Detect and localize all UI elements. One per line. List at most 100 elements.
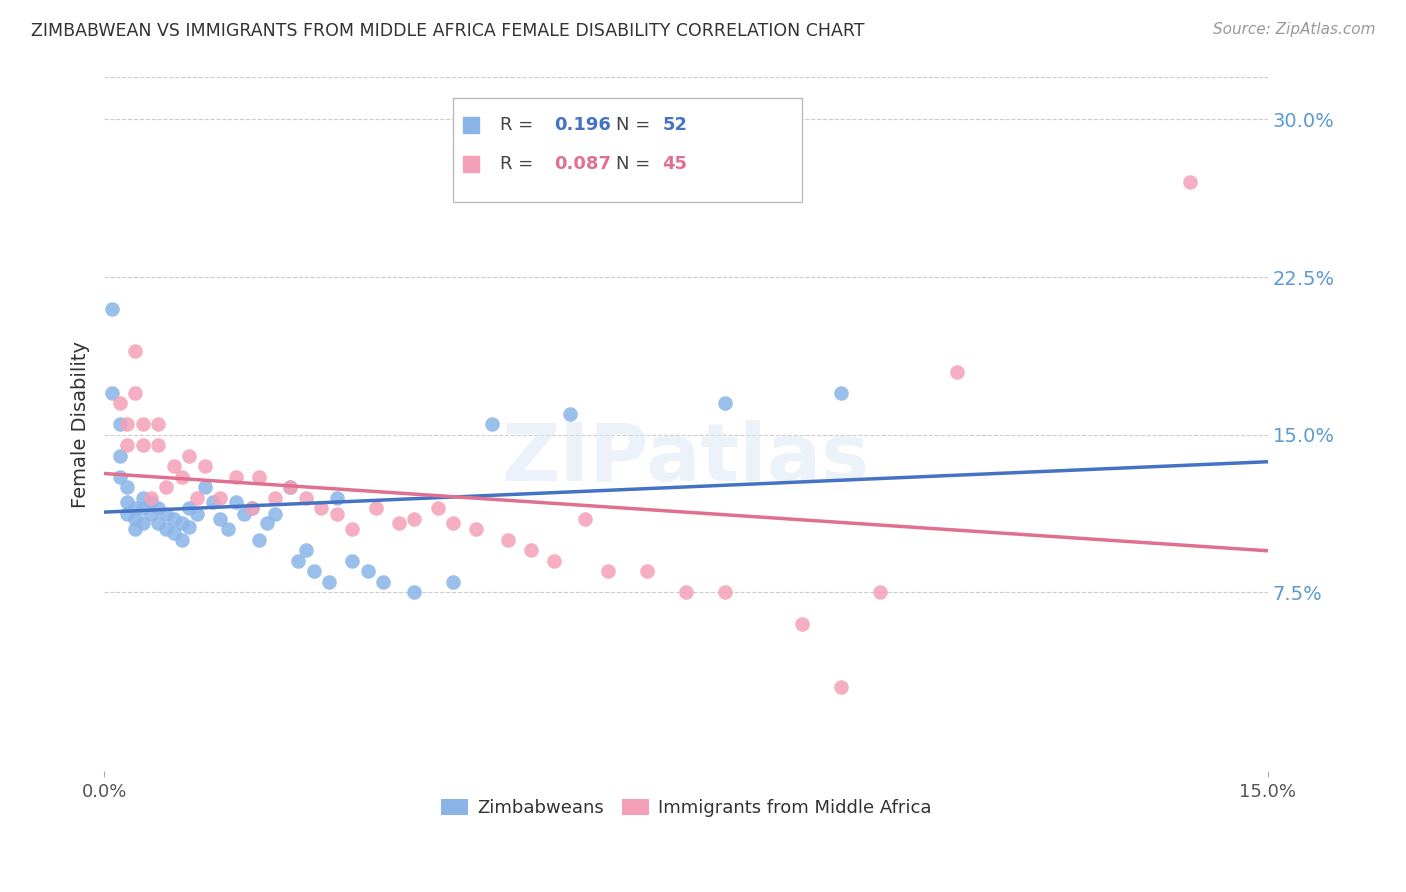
Text: 45: 45 <box>662 155 688 173</box>
Point <box>163 526 186 541</box>
Point <box>179 520 201 534</box>
Point <box>124 511 146 525</box>
Point <box>124 385 146 400</box>
Point <box>713 585 735 599</box>
Point <box>170 516 193 530</box>
Point <box>117 508 139 522</box>
Point <box>209 511 232 525</box>
Point <box>209 491 232 505</box>
Point <box>869 585 891 599</box>
Text: R =: R = <box>499 116 538 134</box>
Point <box>830 385 852 400</box>
Point <box>946 365 969 379</box>
Point <box>132 516 155 530</box>
Point <box>441 516 464 530</box>
Point <box>148 417 170 431</box>
Point <box>225 469 247 483</box>
Point <box>132 501 155 516</box>
Point <box>481 417 503 431</box>
Point <box>232 508 254 522</box>
Point <box>179 501 201 516</box>
Point <box>201 495 224 509</box>
Point <box>108 396 131 410</box>
Point <box>186 508 208 522</box>
Point <box>240 501 263 516</box>
Point <box>713 396 735 410</box>
Point <box>139 495 162 509</box>
Point <box>132 438 155 452</box>
Point <box>598 564 620 578</box>
Point <box>342 522 364 536</box>
Point <box>520 543 543 558</box>
Text: 0.087: 0.087 <box>554 155 612 173</box>
Point <box>326 491 349 505</box>
Point <box>364 501 387 516</box>
Point <box>194 459 217 474</box>
Point <box>163 511 186 525</box>
Text: ZIPatlas: ZIPatlas <box>502 420 870 498</box>
Point <box>256 516 278 530</box>
Point <box>101 385 124 400</box>
Point <box>108 449 131 463</box>
Point <box>117 495 139 509</box>
Point <box>295 543 318 558</box>
Point <box>240 501 263 516</box>
Point <box>278 480 301 494</box>
Point <box>263 491 285 505</box>
Point <box>124 343 146 358</box>
Point <box>132 491 155 505</box>
Legend: Zimbabweans, Immigrants from Middle Africa: Zimbabweans, Immigrants from Middle Afri… <box>433 791 938 824</box>
Point <box>108 417 131 431</box>
Text: ZIMBABWEAN VS IMMIGRANTS FROM MIDDLE AFRICA FEMALE DISABILITY CORRELATION CHART: ZIMBABWEAN VS IMMIGRANTS FROM MIDDLE AFR… <box>31 22 865 40</box>
Point <box>302 564 325 578</box>
Point <box>117 480 139 494</box>
Point <box>217 522 239 536</box>
Point <box>170 533 193 547</box>
Point <box>441 574 464 589</box>
Point <box>278 480 301 494</box>
Text: 0.196: 0.196 <box>554 116 612 134</box>
Point <box>186 491 208 505</box>
Point <box>373 574 395 589</box>
Point <box>148 516 170 530</box>
Point <box>792 616 814 631</box>
Point <box>155 480 177 494</box>
Point <box>311 501 333 516</box>
Text: Source: ZipAtlas.com: Source: ZipAtlas.com <box>1212 22 1375 37</box>
Point <box>139 508 162 522</box>
Point <box>342 553 364 567</box>
Point <box>558 407 581 421</box>
Text: 52: 52 <box>662 116 688 134</box>
Point <box>148 438 170 452</box>
Point <box>263 508 285 522</box>
Point <box>124 501 146 516</box>
Point <box>101 301 124 316</box>
Point <box>108 469 131 483</box>
Point <box>574 511 596 525</box>
Point <box>247 533 270 547</box>
Point <box>179 449 201 463</box>
Point <box>830 680 852 694</box>
Text: N =: N = <box>616 155 657 173</box>
Point <box>287 553 309 567</box>
Point <box>318 574 340 589</box>
Point <box>543 553 565 567</box>
Point <box>163 459 186 474</box>
Text: N =: N = <box>616 116 657 134</box>
Point <box>124 522 146 536</box>
Point <box>357 564 380 578</box>
Point <box>132 417 155 431</box>
Y-axis label: Female Disability: Female Disability <box>72 341 90 508</box>
Point <box>388 516 411 530</box>
Point <box>675 585 697 599</box>
Point <box>194 480 217 494</box>
Point <box>247 469 270 483</box>
Text: R =: R = <box>499 155 538 173</box>
Point <box>1180 176 1202 190</box>
Point <box>139 491 162 505</box>
Point <box>155 508 177 522</box>
Point <box>155 522 177 536</box>
Point <box>404 585 426 599</box>
Point <box>636 564 658 578</box>
Point <box>117 438 139 452</box>
